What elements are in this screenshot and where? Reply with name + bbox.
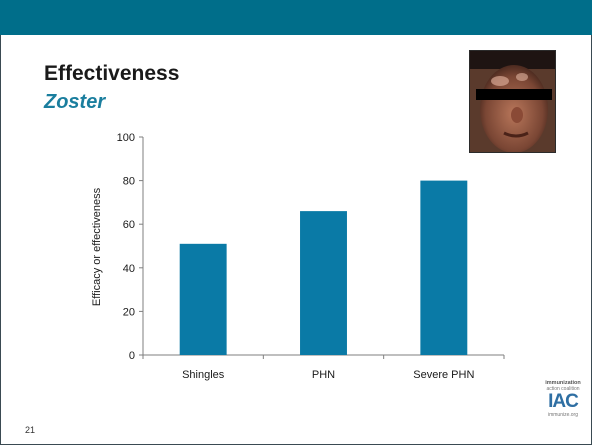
logo-line-1: immunization — [545, 380, 581, 386]
iac-logo: immunization action coalition IAC immuni… — [538, 380, 588, 435]
x-tick-label: PHN — [312, 369, 335, 381]
bar-phn — [300, 211, 347, 355]
y-tick-label: 100 — [117, 132, 135, 144]
y-tick-label: 0 — [129, 350, 135, 362]
bar-shingles — [179, 243, 227, 355]
header-band — [0, 0, 592, 35]
bars — [179, 180, 468, 355]
x-tick-label: Shingles — [182, 369, 225, 381]
y-axis-label: Efficacy or effectiveness — [91, 187, 103, 306]
slide-number: 21 — [25, 425, 36, 435]
patient-face-image — [470, 51, 555, 152]
logo-line-2: action coalition — [546, 386, 580, 392]
patient-face-photo — [469, 50, 556, 153]
slide-title: Effectiveness — [44, 62, 180, 85]
slide-subtitle: Zoster — [44, 91, 106, 113]
y-tick-label: 40 — [123, 263, 135, 275]
logo-url: immunize.org — [547, 412, 578, 418]
x-axis-labels: Shingles PHN Severe PHN — [182, 369, 474, 381]
x-tick-label: Severe PHN — [413, 369, 474, 381]
y-tick-label: 20 — [123, 306, 135, 318]
logo-mark: IAC — [548, 391, 579, 412]
y-tick-label: 60 — [123, 219, 135, 231]
bar-severe-phn — [420, 180, 468, 355]
y-tick-label: 80 — [123, 176, 135, 188]
